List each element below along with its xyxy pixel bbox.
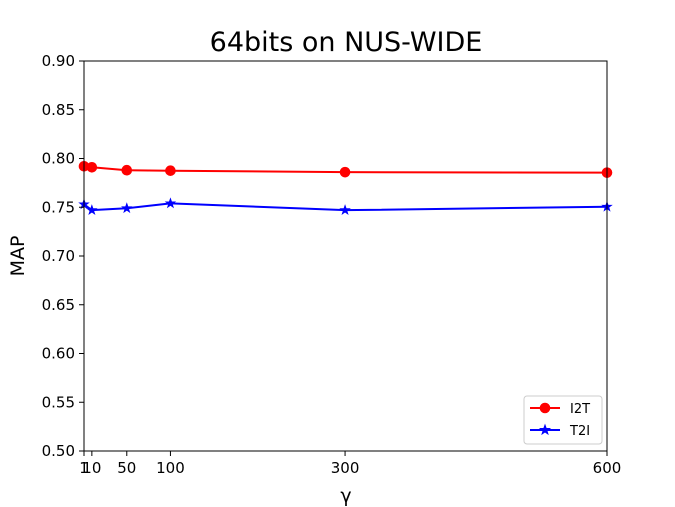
- chart-title: 64bits on NUS-WIDE: [210, 27, 483, 58]
- y-axis-ticks: 0.50 0.55 0.60 0.65 0.70 0.75 0.80 0.85 0.90: [42, 52, 84, 460]
- data-point-t2i: [164, 197, 177, 209]
- legend-label-i2t: I2T: [570, 402, 590, 417]
- legend-label-t2i: T2I: [569, 424, 590, 439]
- x-tick-label: 100: [156, 459, 185, 477]
- x-axis-label: γ: [340, 485, 351, 507]
- legend-box: [523, 395, 603, 445]
- x-tick-label: 600: [593, 459, 622, 477]
- y-tick-label: 0.80: [42, 150, 75, 168]
- y-tick-label: 0.70: [42, 247, 75, 265]
- x-tick-label: 10: [82, 459, 101, 477]
- x-tick-label: 50: [117, 459, 136, 477]
- x-axis-ticks: 110 50 100 300 600: [79, 451, 621, 477]
- y-axis-label: MAP: [7, 236, 29, 277]
- legend-marker-t2i: [538, 423, 552, 436]
- y-tick-label: 0.55: [42, 393, 75, 411]
- y-tick-label: 0.90: [42, 52, 75, 70]
- x-tick-label: 300: [331, 459, 360, 477]
- y-tick-label: 0.75: [42, 198, 75, 216]
- legend-marker-i2t: [539, 402, 551, 414]
- data-point-t2i: [339, 204, 351, 216]
- plot-series: [78, 161, 613, 216]
- y-tick-label: 0.85: [42, 101, 75, 119]
- data-point-t2i: [86, 204, 98, 216]
- data-point-i2t: [86, 161, 98, 173]
- data-point-i2t: [165, 165, 176, 176]
- y-tick-label: 0.50: [42, 442, 75, 460]
- data-point-t2i: [121, 202, 133, 214]
- data-point-i2t: [339, 166, 351, 178]
- y-tick-label: 0.65: [42, 296, 75, 314]
- y-tick-label: 0.60: [42, 345, 75, 363]
- x-tick-label: 1: [79, 459, 89, 477]
- data-point-i2t: [121, 164, 133, 176]
